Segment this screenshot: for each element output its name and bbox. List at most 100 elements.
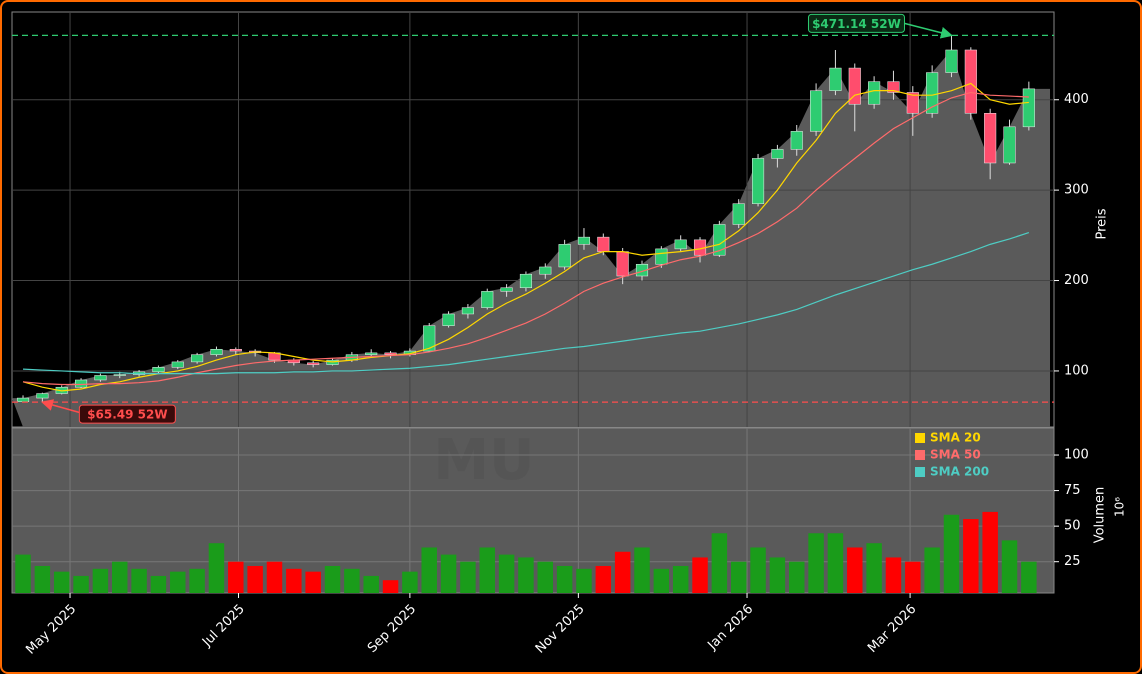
x-tick-label: Jul 2025: [199, 602, 248, 651]
candle-body: [1022, 88, 1035, 128]
candle-body: [171, 361, 184, 368]
candle-body: [36, 393, 49, 399]
x-tick-label: Jan 2026: [705, 602, 757, 654]
candle-body: [210, 348, 223, 355]
volume-bar: [769, 557, 786, 593]
candle-body: [655, 248, 668, 265]
volume-bar: [614, 551, 631, 593]
volume-bar: [866, 543, 882, 593]
candle-body: [829, 67, 842, 91]
candle-body: [674, 239, 687, 250]
candle-body: [848, 67, 861, 105]
volume-bar: [711, 533, 728, 593]
volume-bar: [53, 571, 70, 593]
volume-bar: [479, 547, 495, 593]
volume-bar: [382, 580, 399, 593]
volume-bar: [576, 568, 592, 593]
candle-body: [500, 287, 513, 292]
candle-body: [964, 49, 977, 114]
candle-body: [423, 325, 436, 352]
volume-bar: [634, 547, 650, 593]
candle-body: [16, 397, 30, 402]
volume-bar: [247, 565, 263, 593]
x-tick-label: Mar 2026: [865, 602, 919, 656]
y-tick-label: 25: [1064, 554, 1081, 569]
candle-body: [94, 375, 107, 381]
candle-body: [771, 149, 784, 159]
candle-body: [365, 352, 378, 355]
candle-body: [307, 362, 320, 365]
candle-body: [926, 72, 939, 114]
volume-bar: [672, 565, 689, 593]
candle-body: [597, 236, 610, 252]
candle-body: [539, 266, 552, 275]
candle-body: [229, 348, 242, 352]
volume-bar: [1021, 561, 1037, 593]
candle-body: [887, 81, 900, 93]
volume-bar: [498, 554, 515, 593]
volume-bar: [344, 568, 360, 593]
volume-bar: [15, 554, 31, 593]
volume-bar: [905, 561, 921, 593]
volume-bar: [440, 554, 457, 593]
volume-bar: [34, 565, 51, 593]
y-tick-label: 50: [1064, 519, 1081, 534]
y-axis-label: Volumen: [1093, 487, 1108, 544]
volume-bar: [189, 568, 205, 593]
y-tick-label: 75: [1064, 483, 1081, 498]
candle-body: [906, 92, 919, 114]
volume-bar: [924, 547, 940, 593]
candle-body: [384, 352, 397, 355]
x-tick-label: Sep 2025: [365, 602, 419, 656]
candle-body: [461, 307, 474, 315]
sma-line: [22, 91, 1029, 386]
legend-label: SMA 200: [930, 465, 989, 479]
close-area: [12, 49, 1050, 428]
y-tick-label: 200: [1064, 273, 1089, 288]
y-tick-label: 300: [1064, 183, 1089, 198]
candle-body: [577, 236, 591, 245]
candle-body: [191, 354, 204, 363]
volume-bar: [653, 568, 670, 593]
volume-bar: [1001, 540, 1018, 593]
volume-bar: [943, 514, 960, 593]
volume-bar: [131, 568, 147, 593]
annotation-label: $65.49 52W: [87, 408, 167, 422]
volume-bar: [556, 565, 573, 593]
y-axis-label: Preis: [1095, 208, 1110, 239]
volume-bar: [808, 533, 824, 593]
volume-bar: [150, 575, 167, 593]
volume-bar: [305, 571, 321, 593]
volume-bar: [963, 519, 979, 593]
volume-bar: [112, 561, 128, 593]
offset-label: 10⁶: [1113, 497, 1127, 517]
candle-body: [616, 251, 629, 277]
volume-bar: [537, 561, 554, 593]
volume-bar: [518, 557, 534, 593]
annotation-box: [78, 404, 176, 424]
volume-bar: [208, 543, 225, 593]
legend-swatch: [915, 467, 925, 477]
sma-line: [22, 82, 1029, 392]
candle-body: [75, 379, 88, 388]
legend-label: SMA 20: [930, 431, 981, 445]
legend-swatch: [915, 433, 925, 443]
volume-bar: [730, 561, 747, 593]
volume-bar: [421, 547, 437, 593]
candle-body: [1003, 126, 1016, 164]
candle-body: [481, 291, 494, 308]
annotation-arrow: [40, 399, 86, 415]
volume-bar: [92, 568, 109, 593]
candle-body: [442, 313, 455, 326]
candle-body: [868, 81, 881, 105]
annotation-arrow: [904, 22, 953, 39]
sma-line: [22, 232, 1030, 375]
candle-body: [558, 244, 571, 268]
legend-swatch: [915, 450, 925, 460]
y-tick-label: 100: [1064, 448, 1089, 463]
volume-bar: [363, 575, 379, 593]
candle-body: [984, 113, 997, 164]
volume-bar: [170, 571, 186, 593]
volume-bar: [750, 547, 766, 593]
candle-body: [945, 49, 958, 73]
